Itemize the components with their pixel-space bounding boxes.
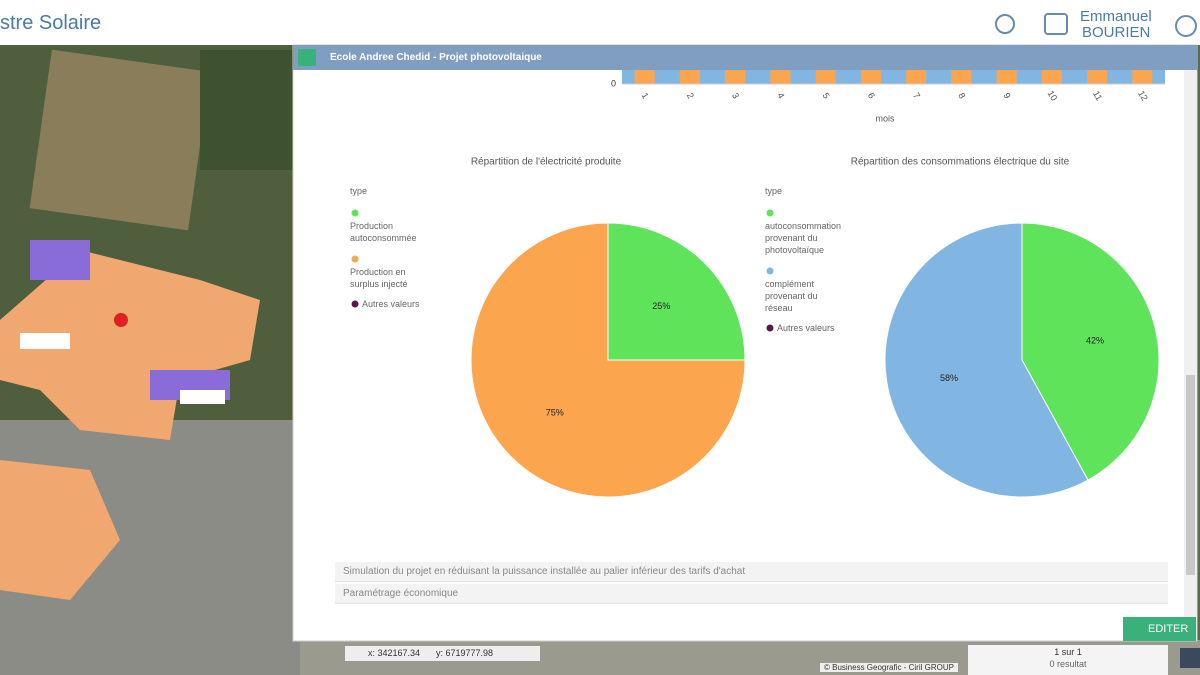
x-tick-label: 4 [775,91,786,100]
legend-title: type [350,186,368,196]
bar-segment [725,70,746,84]
x-tick-label: 3 [730,91,741,100]
page-count: 1 sur 1 [1054,647,1082,657]
x-tick-label: 12 [1136,89,1150,103]
legend-swatch [351,300,359,308]
legend-item: Autres valeurs [777,323,835,333]
bar-strip [622,70,1165,84]
copyright: © Business Geografic - Ciril GROUP [820,663,958,672]
legend-swatch [766,209,774,217]
app-title: stre Solaire [0,12,102,34]
pie-slice [607,222,746,361]
result-count: 0 resultat [1049,659,1087,669]
edit-button[interactable] [1123,617,1196,641]
print-icon[interactable] [1044,13,1068,35]
bar-segment [906,70,927,84]
bar-segment [860,70,881,84]
grid-icon[interactable] [1180,648,1200,668]
pie-slice [884,222,1089,498]
panel-icon [298,49,316,66]
panel-title: Ecole Andree Chedid - Projet photovoltai… [330,52,542,63]
legend-swatch [351,255,359,263]
bar-segment [951,70,972,84]
bar-segment [815,70,836,84]
legend-item: complément provenant du réseau [765,279,818,313]
legend-item: Autres valeurs [362,299,420,309]
x-tick-label: 2 [685,91,696,100]
x-tick-label: 5 [821,91,832,100]
slice-label: 25% [652,301,670,311]
coord-y: y: 6719777.98 [436,648,494,658]
x-tick-label: 9 [1002,91,1013,100]
x-tick-label: 7 [911,91,922,100]
section[interactable]: Paramétrage économique [335,584,1168,604]
slice-label: 75% [546,408,564,418]
user-last: BOURIEN [1082,24,1151,41]
bar-segment [996,70,1017,84]
bar-segment [770,70,791,84]
legend-title: type [765,186,783,196]
tool-icon[interactable] [995,14,1015,34]
legend-item: Production autoconsommée [350,221,417,243]
legend-swatch [766,324,774,332]
map [0,45,1200,675]
x-tick-label: 11 [1091,89,1104,102]
panel-titlebar [293,45,1197,70]
bar-segment [1087,70,1108,84]
slice-label: 58% [940,373,958,383]
chart-title: Répartition des consommations électrique… [851,157,1070,168]
scroll-thumb[interactable] [1186,375,1195,575]
results-box [968,645,1168,675]
user-first: Emmanuel [1080,8,1152,25]
legend-item: autoconsommation provenant du photovolta… [765,221,842,255]
bar-segment [1132,70,1153,84]
section[interactable]: Simulation du projet en réduisant la pui… [335,562,1168,582]
pie-slice [1021,222,1160,481]
chart-title: Répartition de l'électricité produite [471,157,622,168]
legend-swatch [766,267,774,275]
edit-label[interactable]: EDITER [1148,623,1189,635]
bar-segment [679,70,700,84]
legend-swatch [351,209,359,217]
coords-box [345,646,540,661]
y-tick-label: 0 [611,78,616,88]
coord-x: x: 342167.34 [368,648,421,658]
x-tick-label: 8 [956,91,967,100]
x-tick-label: 10 [1046,89,1060,103]
header-bar [0,0,1200,45]
power-icon[interactable] [1175,15,1197,37]
bar-segment [634,70,655,84]
slice-label: 42% [1086,336,1104,346]
pie-slice [470,222,746,498]
x-tick-label: 6 [866,91,877,100]
x-axis-label: mois [875,113,895,123]
legend-item: Production en surplus injecté [350,267,408,289]
x-tick-label: 1 [640,91,651,100]
bar-segment [1041,70,1062,84]
